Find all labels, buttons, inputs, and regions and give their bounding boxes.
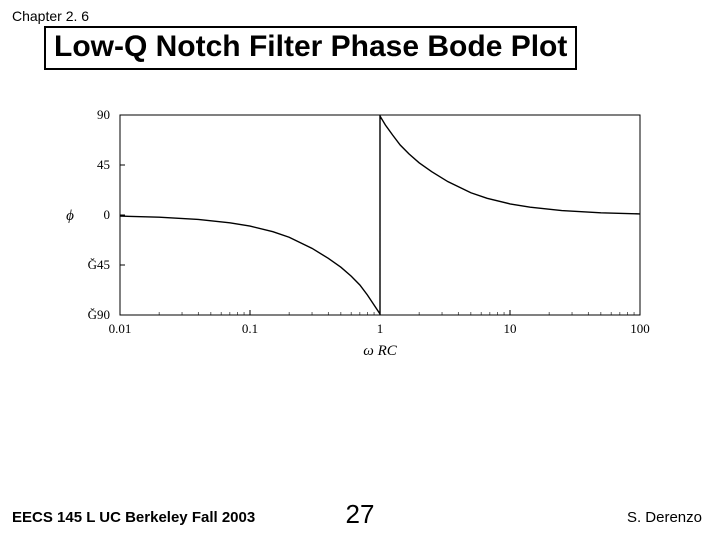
svg-text:0.1: 0.1 [242,321,258,336]
chapter-label: Chapter 2. 6 [12,8,89,24]
page-title: Low-Q Notch Filter Phase Bode Plot [54,30,567,64]
svg-text:Ğ45: Ğ45 [88,257,110,272]
footer-page-num: 27 [0,499,720,530]
footer-author: S. Derenzo [627,509,702,526]
svg-text:90: 90 [97,107,110,122]
svg-text:Ğ90: Ğ90 [88,307,110,322]
svg-text:0: 0 [104,207,111,222]
svg-text:100: 100 [630,321,650,336]
phase-bode-chart: 90 45 0 Ğ45 Ğ90 ϕ 0.01 0.1 1 10 100 ω RC [50,105,670,405]
svg-text:1: 1 [377,321,384,336]
title-box: Low-Q Notch Filter Phase Bode Plot [44,26,577,70]
svg-text:ϕ: ϕ [66,208,74,224]
svg-text:0.01: 0.01 [109,321,132,336]
svg-text:10: 10 [504,321,517,336]
svg-text:ω RC: ω RC [363,343,398,359]
svg-text:45: 45 [97,157,110,172]
